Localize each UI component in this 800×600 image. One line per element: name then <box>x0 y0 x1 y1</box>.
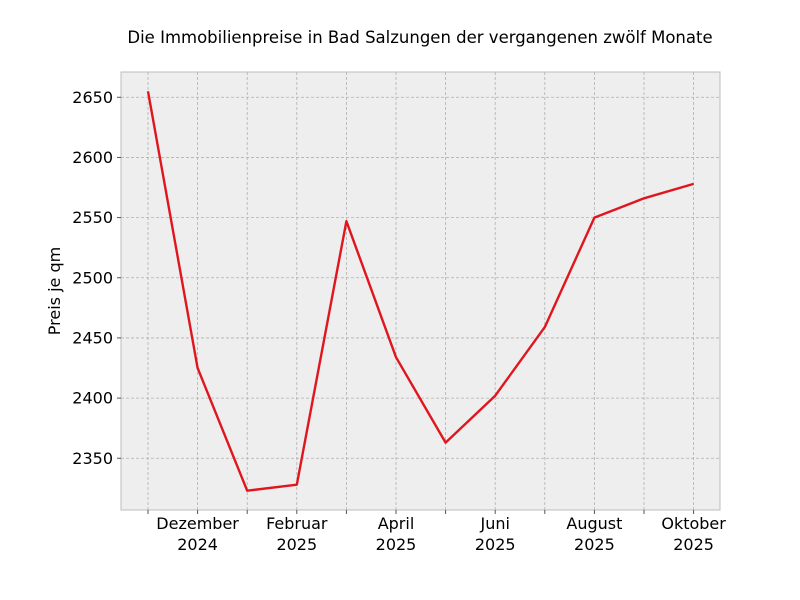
y-tick-label: 2400 <box>72 389 113 408</box>
series <box>146 91 694 492</box>
x-tick-label-year: 2025 <box>475 535 516 554</box>
chart-title: Die Immobilienpreise in Bad Salzungen de… <box>127 28 712 47</box>
x-tick-label-year: 2024 <box>177 535 218 554</box>
plot-area <box>120 71 721 511</box>
x-tick-label-year: 2025 <box>376 535 417 554</box>
grid <box>121 72 720 510</box>
x-tick-label-year: 2025 <box>673 535 714 554</box>
x-tick-label-year: 2025 <box>574 535 615 554</box>
x-tick-label-month: April <box>378 514 415 533</box>
y-tick-label: 2650 <box>72 88 113 107</box>
y-tick-label: 2500 <box>72 268 113 287</box>
x-tick-label-year: 2025 <box>276 535 317 554</box>
axis-ticks: 2350 2400 2450 2500 2550 2600 2650 Dezember 2024… <box>72 88 726 554</box>
x-tick-label-month: Oktober <box>661 514 726 533</box>
y-tick-label: 2450 <box>72 328 113 347</box>
x-tick-label-month: Dezember <box>156 514 239 533</box>
x-tick-label-month: Juni <box>479 514 509 533</box>
y-tick-label: 2600 <box>72 148 113 167</box>
y-tick-label: 2550 <box>72 208 113 227</box>
x-tick-label-month: Februar <box>266 514 328 533</box>
price-series-line <box>146 91 694 492</box>
x-tick-label-month: August <box>566 514 622 533</box>
y-axis-label: Preis je qm <box>45 247 64 335</box>
y-tick-label: 2350 <box>72 449 113 468</box>
